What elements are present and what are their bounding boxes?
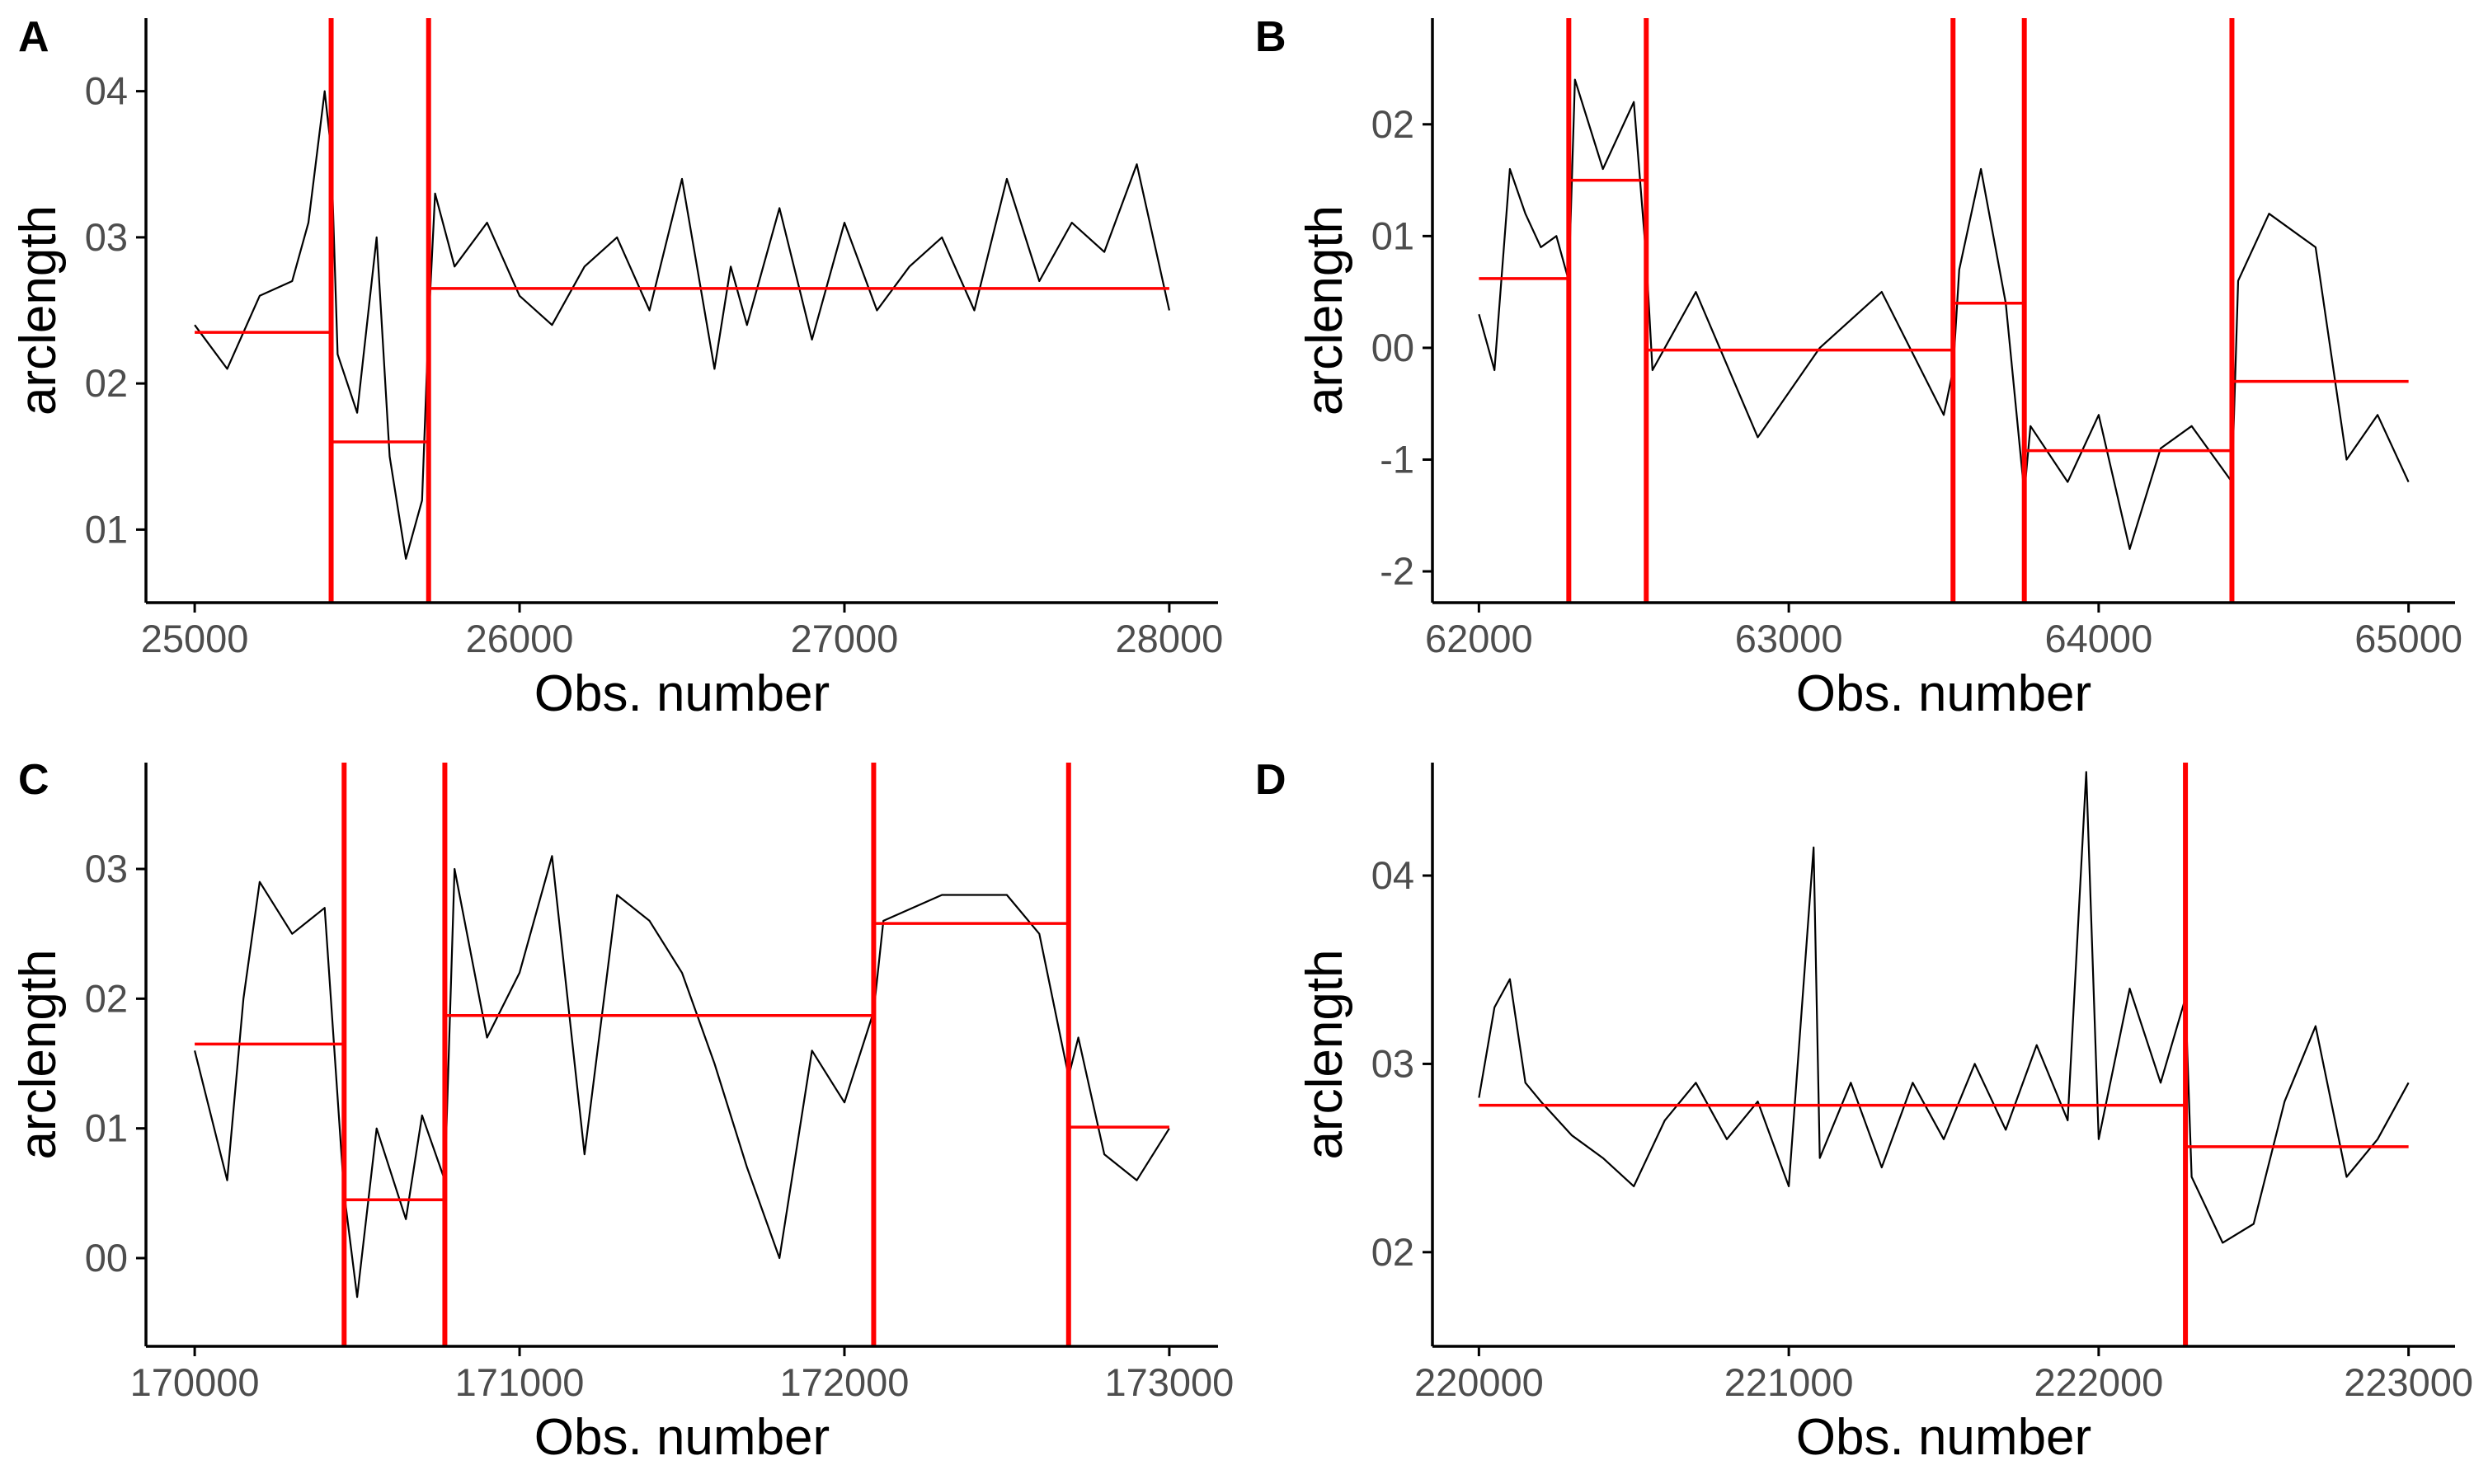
x-tick-label: 65000 bbox=[2354, 617, 2462, 660]
y-axis-title: arclength bbox=[10, 205, 67, 416]
x-axis-title: Obs. number bbox=[534, 665, 830, 722]
panel-tag: B bbox=[1255, 13, 1286, 61]
y-tick-label: 03 bbox=[1371, 1041, 1414, 1085]
y-axis-title: arclength bbox=[10, 949, 67, 1159]
y-axis-title: arclength bbox=[1296, 949, 1353, 1159]
panel-b: 62000 63000 64000 65000 -2 -1 00 01 02 Obs. numbe… bbox=[1255, 13, 2462, 722]
y-tick-label: -2 bbox=[1380, 549, 1414, 593]
y-axis-title: arclength bbox=[1296, 205, 1353, 416]
panel-tag: D bbox=[1255, 756, 1286, 804]
y-tick-label: 00 bbox=[1371, 326, 1414, 369]
y-tick-label: 01 bbox=[85, 507, 128, 551]
series-line bbox=[1478, 771, 2410, 1244]
panel-d: 220000 221000 222000 223000 02 03 04 Obs. numbe… bbox=[1255, 756, 2473, 1466]
x-axis-title: Obs. number bbox=[1796, 665, 2091, 722]
panel-a: 25000 26000 27000 28000 01 02 03 04 Obs. number a… bbox=[10, 13, 1223, 722]
y-tick-label: 02 bbox=[1371, 1230, 1414, 1274]
y-tick-label: 02 bbox=[85, 976, 128, 1020]
x-tick-label: 27000 bbox=[791, 617, 899, 660]
y-tick-label: 03 bbox=[85, 847, 128, 890]
series-line bbox=[194, 90, 1170, 560]
x-tick-label: 25000 bbox=[141, 617, 249, 660]
y-tick-label: 04 bbox=[1371, 853, 1414, 897]
x-axis-title: Obs. number bbox=[534, 1409, 830, 1466]
x-axis-title: Obs. number bbox=[1796, 1409, 2091, 1466]
panel-tag: C bbox=[18, 756, 49, 804]
x-tick-label: 221000 bbox=[1724, 1360, 1854, 1404]
x-tick-label: 222000 bbox=[2034, 1360, 2163, 1404]
panel-c: 170000 171000 172000 173000 00 01 02 03 Obs. num… bbox=[10, 756, 1234, 1466]
y-tick-label: 01 bbox=[85, 1106, 128, 1150]
series-line bbox=[194, 855, 1170, 1298]
series-line bbox=[1478, 78, 2410, 551]
y-tick-label: 00 bbox=[85, 1236, 128, 1280]
x-tick-label: 171000 bbox=[455, 1360, 585, 1404]
y-tick-label: 02 bbox=[1371, 102, 1414, 146]
x-tick-label: 28000 bbox=[1116, 617, 1224, 660]
x-tick-label: 64000 bbox=[2045, 617, 2153, 660]
panel-tag: A bbox=[18, 13, 49, 61]
x-tick-label: 173000 bbox=[1104, 1360, 1234, 1404]
x-tick-label: 172000 bbox=[780, 1360, 910, 1404]
y-tick-label: 04 bbox=[85, 69, 128, 113]
x-tick-label: 62000 bbox=[1425, 617, 1533, 660]
y-tick-label: -1 bbox=[1380, 437, 1414, 481]
y-tick-label: 01 bbox=[1371, 214, 1414, 257]
x-tick-label: 26000 bbox=[466, 617, 574, 660]
x-tick-label: 170000 bbox=[130, 1360, 260, 1404]
x-tick-label: 220000 bbox=[1414, 1360, 1544, 1404]
x-tick-label: 63000 bbox=[1735, 617, 1843, 660]
x-tick-label: 223000 bbox=[2344, 1360, 2473, 1404]
y-tick-label: 03 bbox=[85, 215, 128, 259]
y-tick-label: 02 bbox=[85, 361, 128, 405]
